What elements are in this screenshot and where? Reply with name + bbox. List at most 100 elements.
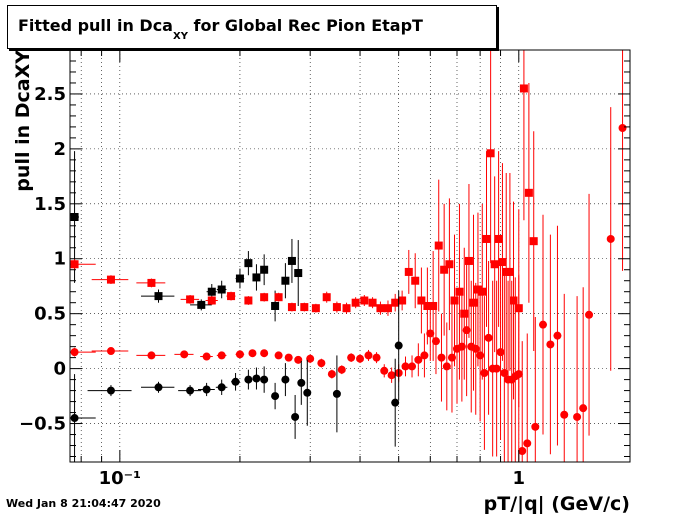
y-tick-label: 2 — [53, 139, 66, 160]
data-point — [411, 276, 420, 285]
data-point — [553, 331, 562, 340]
data-point — [505, 267, 514, 276]
data-point — [322, 293, 331, 302]
x-tick-label: 10⁻¹ — [99, 468, 141, 489]
data-point — [207, 296, 216, 305]
data-point — [207, 287, 216, 296]
data-point — [231, 377, 240, 386]
data-point — [484, 333, 493, 342]
data-point — [496, 348, 505, 357]
data-point — [524, 188, 533, 197]
data-point — [317, 359, 326, 368]
data-point — [281, 276, 290, 285]
data-point — [244, 296, 253, 305]
data-point — [394, 341, 403, 350]
data-point — [546, 340, 555, 349]
data-point — [274, 351, 283, 360]
data-point — [509, 296, 518, 305]
data-point — [471, 344, 480, 353]
data-point — [147, 278, 156, 287]
data-point — [337, 365, 346, 374]
data-point — [431, 337, 440, 346]
data-point — [460, 309, 469, 318]
series-2 — [70, 50, 627, 462]
data-point — [287, 256, 296, 265]
data-point — [294, 269, 303, 278]
data-point — [186, 295, 195, 304]
data-point — [291, 412, 300, 421]
data-point — [514, 370, 523, 379]
data-point — [244, 259, 253, 268]
data-point — [618, 124, 627, 133]
data-point — [147, 351, 156, 360]
data-point — [252, 273, 261, 282]
data-point — [391, 298, 400, 307]
data-point — [106, 386, 115, 395]
data-point — [426, 329, 435, 338]
data-point — [445, 260, 454, 269]
data-point — [300, 303, 309, 312]
data-point — [579, 404, 588, 413]
data-point — [306, 354, 315, 363]
title-box: Fitted pull in DcaXY for Global Rec Pion… — [7, 5, 497, 49]
data-point — [440, 265, 449, 274]
data-point — [498, 258, 507, 267]
data-point — [202, 385, 211, 394]
data-point — [482, 234, 491, 243]
data-point — [383, 304, 392, 313]
data-point — [70, 212, 79, 221]
data-point — [478, 287, 487, 296]
data-point — [332, 389, 341, 398]
data-point — [437, 353, 446, 362]
y-tick-label: 2.5 — [34, 84, 66, 105]
data-point — [327, 370, 336, 379]
data-point — [294, 355, 303, 364]
data-point — [480, 369, 489, 378]
data-point — [271, 301, 280, 310]
data-point — [500, 369, 509, 378]
data-point — [414, 355, 423, 364]
data-point — [376, 304, 385, 313]
data-point — [342, 304, 351, 313]
data-point — [287, 303, 296, 312]
data-point — [360, 296, 369, 305]
data-point — [70, 260, 79, 269]
data-point — [539, 320, 548, 329]
data-point — [486, 149, 495, 158]
data-point — [274, 293, 283, 302]
data-point — [284, 353, 293, 362]
data-point — [106, 275, 115, 284]
data-point — [351, 298, 360, 307]
data-point — [252, 374, 261, 383]
data-point — [154, 383, 163, 392]
data-point — [398, 296, 407, 305]
data-point — [494, 234, 503, 243]
y-tick-label: 0 — [53, 359, 66, 380]
data-point — [260, 349, 269, 358]
data-point — [408, 362, 417, 371]
y-tick-label: −0.5 — [19, 414, 66, 435]
data-point — [217, 383, 226, 392]
axes: −0.5 0 0.5 1 1.5 2 2.5 10⁻¹ 1 pT/|q| (GeV/c) pull … — [12, 49, 631, 514]
data-point — [492, 364, 501, 373]
data-point — [186, 386, 195, 395]
data-point — [387, 371, 396, 380]
data-point — [368, 298, 377, 307]
data-point — [420, 351, 429, 360]
data-point — [442, 362, 451, 371]
data-point — [364, 351, 373, 360]
data-point — [197, 300, 206, 309]
data-point — [70, 414, 79, 423]
data-point — [271, 392, 280, 401]
data-point — [455, 287, 464, 296]
data-point — [372, 353, 381, 362]
data-point — [518, 447, 527, 456]
data-point — [217, 285, 226, 294]
chart-title: Fitted pull in DcaXY for Global Rec Pion… — [18, 16, 423, 43]
data-point — [585, 310, 594, 319]
data-point — [217, 351, 226, 360]
data-point — [281, 375, 290, 384]
data-point — [529, 237, 538, 246]
data-point — [519, 84, 528, 93]
